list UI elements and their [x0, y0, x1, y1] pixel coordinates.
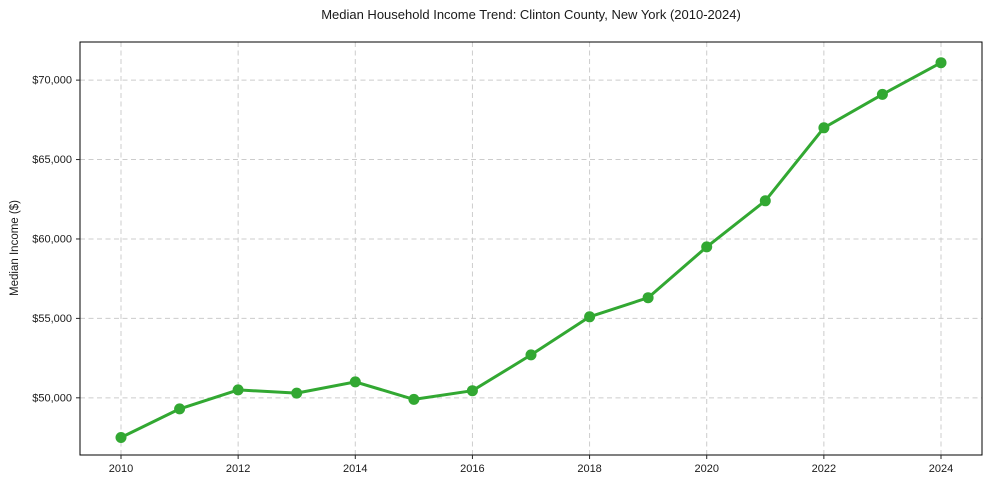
data-point	[876, 88, 888, 100]
x-tick-label: 2018	[577, 463, 601, 475]
data-point	[818, 122, 830, 134]
data-point	[701, 241, 713, 253]
y-tick-label: $65,000	[32, 154, 72, 166]
data-point	[642, 292, 654, 304]
data-point	[174, 403, 186, 415]
data-point	[115, 432, 127, 443]
x-tick-label: 2014	[343, 463, 367, 475]
data-point	[466, 385, 478, 397]
data-point	[349, 376, 361, 388]
data-point	[291, 387, 303, 399]
data-point	[759, 195, 771, 207]
y-tick-label: $50,000	[32, 392, 72, 404]
y-tick-label: $70,000	[32, 75, 72, 87]
y-tick-label: $55,000	[32, 313, 72, 325]
x-tick-label: 2020	[694, 463, 718, 475]
x-tick-label: 2024	[929, 463, 953, 475]
x-tick-label: 2012	[226, 463, 250, 475]
data-point	[408, 393, 420, 405]
chart-title: Median Household Income Trend: Clinton C…	[321, 7, 741, 22]
data-point	[232, 384, 244, 396]
data-point	[935, 57, 947, 69]
x-tick-label: 2016	[460, 463, 484, 475]
x-tick-label: 2010	[109, 463, 133, 475]
data-point	[584, 311, 596, 323]
y-tick-label: $60,000	[32, 233, 72, 245]
x-tick-label: 2022	[812, 463, 836, 475]
plot-border	[79, 41, 983, 456]
trend-line	[119, 61, 943, 439]
data-point	[525, 349, 537, 361]
